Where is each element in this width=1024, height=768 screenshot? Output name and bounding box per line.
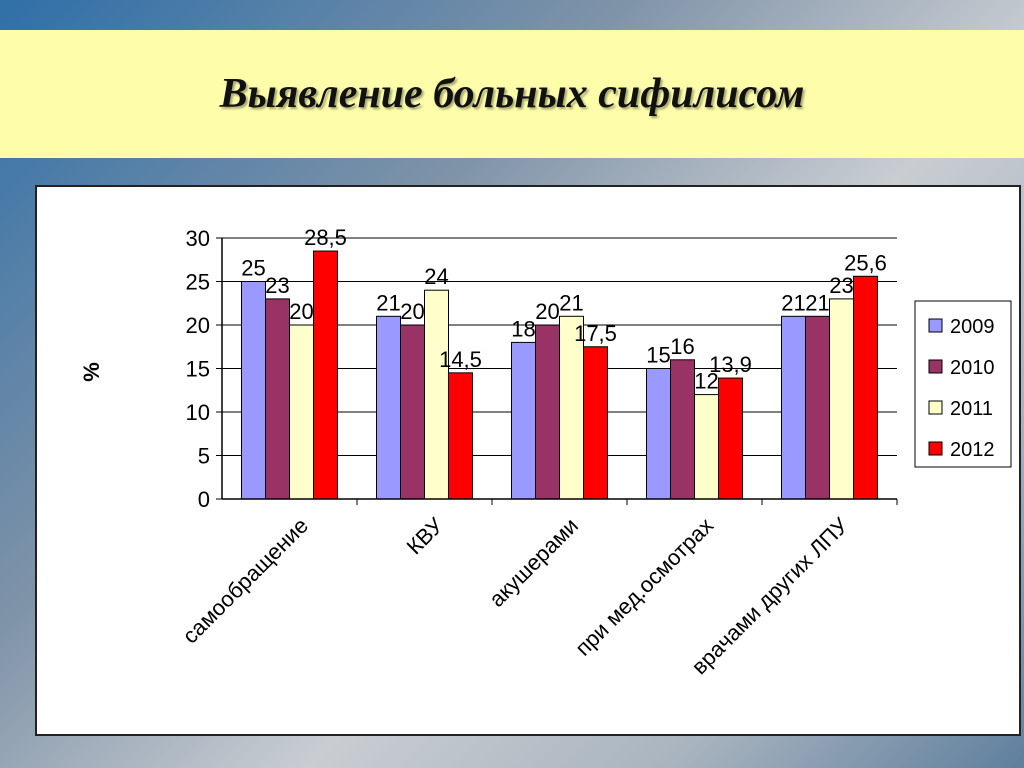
data-label: 20 (535, 299, 559, 324)
y-tick-label: 0 (198, 487, 210, 512)
bar-2009 (781, 315, 806, 500)
legend-label: 2011 (950, 398, 993, 420)
category-label: врачами других ЛПУ (687, 512, 854, 679)
data-label: 20 (289, 299, 313, 324)
bar-2010 (805, 315, 830, 500)
bar-2009 (646, 368, 671, 500)
bar-layer (241, 250, 878, 500)
y-axis-label: % (79, 362, 104, 382)
y-tick-label: 10 (186, 400, 210, 425)
legend-label: 2009 (950, 316, 995, 338)
category-label: КВУ (402, 512, 449, 559)
y-tick-label: 15 (186, 357, 210, 382)
legend-swatch (928, 441, 943, 456)
data-label: 28,5 (304, 225, 347, 250)
data-label: 16 (670, 334, 694, 359)
bar-2010 (535, 324, 560, 500)
bar-2011 (829, 298, 854, 500)
bar-2010 (400, 324, 425, 500)
data-label: 23 (829, 273, 853, 298)
bar-2009 (241, 281, 266, 500)
bar-2010 (670, 359, 695, 500)
data-label: 14,5 (439, 347, 482, 372)
data-label: 21 (781, 290, 805, 315)
legend-swatch (928, 318, 943, 333)
bar-2012 (853, 275, 878, 500)
data-label: 12 (694, 369, 718, 394)
y-tick-label: 25 (186, 270, 210, 295)
data-label: 25,6 (844, 250, 887, 275)
bar-2010 (265, 298, 290, 500)
legend-swatch (928, 400, 943, 415)
bar-2009 (376, 315, 401, 500)
data-label: 13,9 (709, 352, 752, 377)
legend-label: 2012 (950, 439, 995, 461)
data-label: 24 (424, 264, 448, 289)
axis-layer: 0 5 10 15 20 25 30 (186, 226, 898, 512)
bar-2011 (289, 324, 314, 500)
data-label: 15 (646, 343, 670, 368)
y-tick-label: 5 (198, 444, 210, 469)
data-label: 21 (805, 290, 829, 315)
chart-panel: 0 5 10 15 20 25 30 25 23 20 28,5 21 20 24 14,5 18 20 21 1… (35, 185, 1021, 736)
bar-2009 (511, 341, 536, 500)
category-label: при мед.осмотрах (570, 513, 718, 661)
bar-2012 (583, 346, 608, 500)
category-label: акушерами (484, 513, 583, 612)
bar-2011 (694, 394, 719, 500)
bar-2012 (718, 377, 743, 500)
bar-2011 (424, 289, 449, 500)
page-title: Выявление больных сифилисом (219, 71, 805, 117)
data-label: 21 (376, 290, 400, 315)
data-label: 25 (241, 256, 265, 281)
data-label: 20 (400, 299, 424, 324)
title-band (0, 30, 1024, 158)
legend-swatch (928, 359, 943, 374)
bar-2012 (448, 372, 473, 500)
bar-2012 (313, 250, 338, 500)
legend: 2009 2010 2011 2012 (914, 300, 1012, 468)
data-label: 23 (265, 273, 289, 298)
y-tick-label: 30 (186, 226, 210, 251)
category-label: самообращение (178, 513, 314, 649)
legend-label: 2010 (950, 357, 995, 379)
data-label: 17,5 (574, 321, 617, 346)
data-label: 18 (511, 316, 535, 341)
y-tick-label: 20 (186, 313, 210, 338)
data-label: 21 (559, 290, 583, 315)
